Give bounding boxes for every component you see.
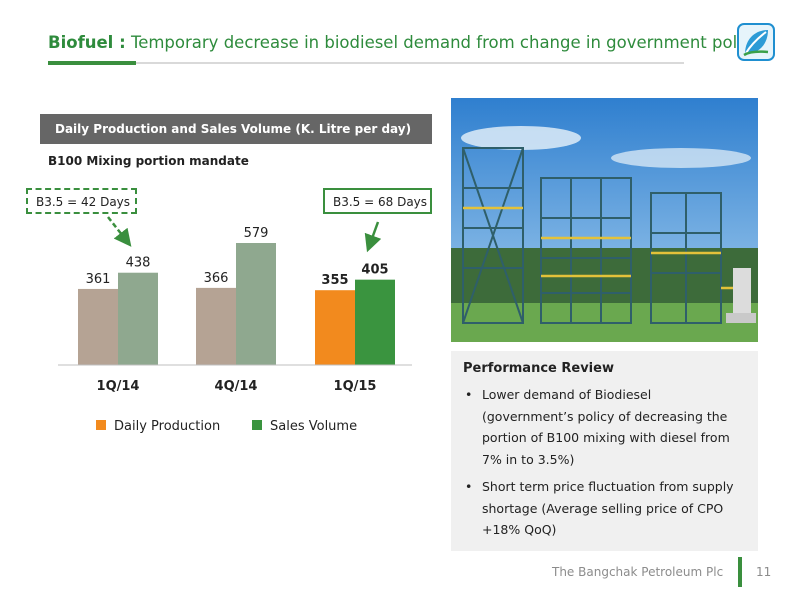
biodiesel-plant-photo — [451, 98, 758, 342]
data-label: 579 — [244, 226, 269, 241]
review-list: Lower demand of Biodiesel (government’s … — [463, 384, 746, 541]
bar-sales-volume-1q-14 — [118, 272, 158, 365]
title-bold: Biofuel : — [48, 33, 126, 52]
chart-subtitle: B100 Mixing portion mandate — [48, 154, 249, 168]
performance-review-panel: Performance Review Lower demand of Biodi… — [451, 351, 758, 551]
page-number: 11 — [756, 565, 772, 579]
data-label: 355 — [321, 273, 348, 288]
callout-arrow-right — [364, 221, 382, 253]
title-underline-accent — [48, 61, 136, 65]
review-bullet: Short term price fluctuation from supply… — [463, 476, 746, 541]
x-tick-label: 1Q/15 — [334, 379, 377, 394]
chart-header: Daily Production and Sales Volume (K. Li… — [40, 114, 432, 144]
bar-daily-production-1q-15 — [315, 290, 355, 365]
footer-company: The Bangchak Petroleum Plc — [552, 565, 724, 579]
bar-sales-volume-1q-15 — [355, 279, 395, 365]
callout-68-days: B3.5 = 68 Days — [323, 188, 432, 214]
page-title: Biofuel : Temporary decrease in biodiese… — [48, 33, 761, 52]
data-label: 438 — [126, 256, 151, 271]
title-rest: Temporary decrease in biodiesel demand f… — [130, 33, 761, 52]
footer-divider — [738, 557, 742, 587]
legend-label: Daily Production — [114, 419, 220, 434]
x-tick-label: 1Q/14 — [97, 379, 140, 394]
legend-swatch — [252, 420, 262, 430]
bangchak-leaf-logo-icon — [737, 23, 775, 61]
bar-daily-production-1q-14 — [78, 288, 118, 365]
review-heading: Performance Review — [463, 361, 614, 376]
bar-sales-volume-4q-14 — [236, 243, 276, 365]
legend-swatch — [96, 420, 106, 430]
callout-42-days: B3.5 = 42 Days — [26, 188, 137, 214]
data-label: 366 — [204, 271, 229, 286]
title-underline — [136, 62, 684, 64]
x-tick-label: 4Q/14 — [215, 379, 258, 394]
bar-daily-production-4q-14 — [196, 287, 236, 365]
data-label: 405 — [361, 263, 388, 278]
review-bullet: Lower demand of Biodiesel (government’s … — [463, 384, 746, 470]
legend-label: Sales Volume — [270, 419, 357, 434]
data-label: 361 — [86, 272, 111, 287]
callout-arrow-left — [107, 216, 132, 247]
